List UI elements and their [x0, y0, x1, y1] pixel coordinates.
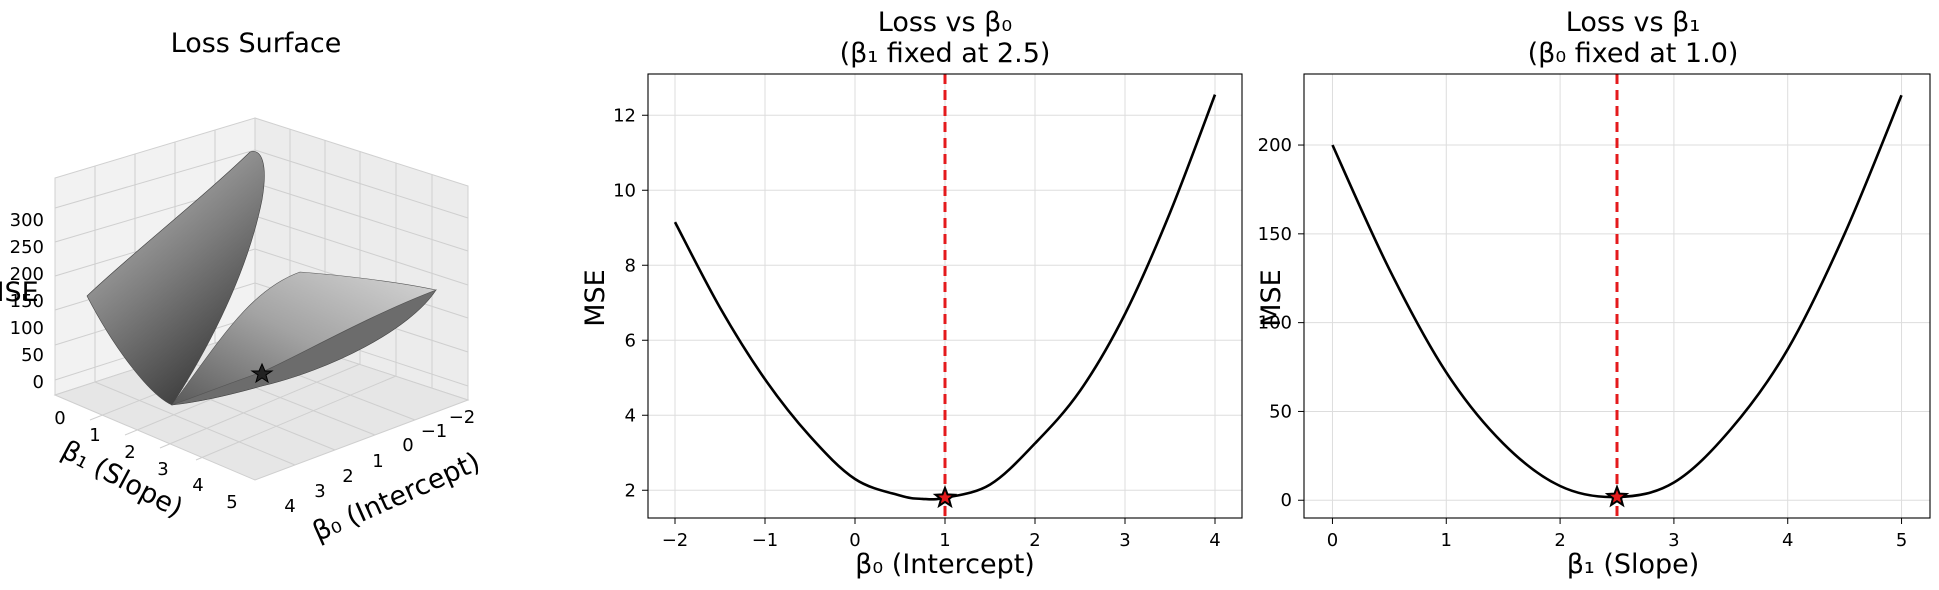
beta1-subtitle: (β₀ fixed at 1.0): [1528, 38, 1739, 69]
x-tick: −1: [421, 421, 448, 442]
beta1-x-label: β₁ (Slope): [1567, 549, 1700, 580]
beta1-minimum-star: [1604, 484, 1630, 508]
x-tick-label: 0: [1327, 530, 1338, 551]
x-tick-label: 3: [1668, 530, 1679, 551]
z-tick: 200: [10, 264, 44, 285]
beta0-title: Loss vs β₀: [878, 7, 1013, 38]
beta0-subtitle: (β₁ fixed at 2.5): [840, 38, 1051, 69]
x-tick-label: 0: [849, 530, 860, 551]
x-tick: 2: [342, 466, 353, 487]
x-tick-label: 1: [939, 530, 950, 551]
surface-panel: Loss Surface 0: [0, 28, 485, 548]
loss-surface-left-sheet: [86, 151, 265, 406]
beta1-panel: Loss vs β₁ (β₀ fixed at 1.0) 0 1 2 3 4 505010…: [1256, 7, 1931, 580]
y-tick: 4: [192, 475, 203, 496]
beta1-y-label: MSE: [1256, 269, 1287, 327]
x-tick: −2: [449, 407, 476, 428]
beta1-title: Loss vs β₁: [1566, 7, 1701, 38]
y-tick: 3: [157, 459, 168, 480]
x-axis-ticks-3d: −2 −1 0 1 2 3 4: [284, 407, 475, 517]
loss-surface-right-sheet: [171, 271, 438, 406]
x-tick-label: −1: [752, 530, 779, 551]
y-tick-label: 50: [1269, 401, 1292, 422]
y-tick-label: 4: [625, 405, 636, 426]
z-tick: 50: [21, 345, 44, 366]
beta0-x-label: β₀ (Intercept): [855, 549, 1035, 580]
x-tick: 4: [284, 496, 295, 517]
x-tick-label: 1: [1441, 530, 1452, 551]
x-tick: 3: [314, 481, 325, 502]
x-axis-label-3d: β₀ (Intercept): [308, 447, 485, 548]
x-tick-label: 2: [1554, 530, 1565, 551]
y-tick-label: 12: [613, 105, 636, 126]
x-tick-label: 4: [1782, 530, 1793, 551]
beta0-panel: Loss vs β₀ (β₁ fixed at 2.5) −2 −1 0 1 2 3 424…: [580, 7, 1243, 580]
surface-title: Loss Surface: [171, 28, 342, 59]
z-axis-label: MSE: [0, 277, 39, 308]
z-axis-ticks: 0 50 100 150 200 250 300: [10, 210, 44, 393]
y-tick-label: 0: [1281, 490, 1292, 511]
z-tick: 0: [33, 372, 44, 393]
z-tick: 250: [10, 237, 44, 258]
x-tick: 0: [402, 435, 413, 456]
x-tick-label: −2: [662, 530, 689, 551]
z-tick: 100: [10, 318, 44, 339]
minimum-star-3d: [250, 362, 274, 384]
x-tick-label: 2: [1029, 530, 1040, 551]
beta1-axes-frame: [1303, 73, 1931, 519]
y-tick-label: 2: [625, 480, 636, 501]
beta0-axes-frame: [647, 73, 1243, 519]
z-tick: 300: [10, 210, 44, 231]
y-tick: 2: [124, 442, 135, 463]
x-tick-label: 5: [1896, 530, 1907, 551]
y-tick-label: 8: [625, 255, 636, 276]
y-tick-label: 10: [613, 180, 636, 201]
x-tick-label: 3: [1119, 530, 1130, 551]
y-tick: 5: [226, 492, 237, 513]
x-tick-label: 4: [1209, 530, 1220, 551]
x-tick: 1: [372, 451, 383, 472]
y-tick-label: 200: [1258, 135, 1292, 156]
z-tick: 150: [10, 291, 44, 312]
y-tick-label: 6: [625, 330, 636, 351]
y-tick: 1: [89, 425, 100, 446]
y-axis-ticks-3d: 0 1 2 3 4 5: [54, 408, 237, 513]
beta0-minimum-star: [932, 484, 958, 509]
beta0-y-label: MSE: [580, 269, 611, 327]
y-tick-label: 150: [1258, 224, 1292, 245]
y-tick-label: 100: [1258, 313, 1292, 334]
y-tick: 0: [54, 408, 65, 429]
